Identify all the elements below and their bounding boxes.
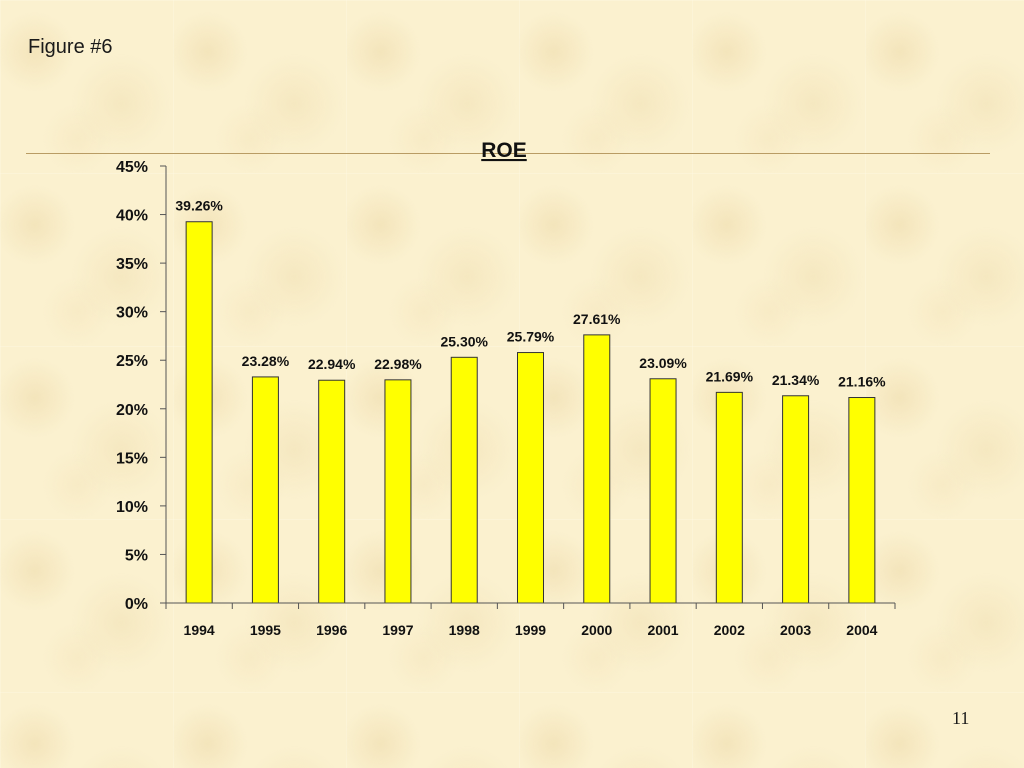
data-label-2001: 23.09% bbox=[639, 355, 687, 371]
x-tick-label-2002: 2002 bbox=[714, 622, 745, 638]
y-tick-label: 0% bbox=[125, 596, 148, 613]
y-tick-label: 35% bbox=[116, 256, 148, 273]
x-tick-label-1999: 1999 bbox=[515, 622, 546, 638]
x-tick-label-1995: 1995 bbox=[250, 622, 281, 638]
bar-1996 bbox=[318, 379, 346, 604]
data-label-2002: 21.69% bbox=[706, 368, 754, 384]
page-number: 11 bbox=[952, 708, 970, 728]
data-label-2000: 27.61% bbox=[573, 311, 621, 327]
x-tick-label-2000: 2000 bbox=[581, 622, 612, 638]
y-tick-label: 30% bbox=[116, 305, 148, 322]
figure-label: Figure #6 bbox=[28, 36, 113, 58]
bar-2003 bbox=[782, 395, 810, 604]
bar-1994 bbox=[185, 221, 213, 604]
y-tick-label: 10% bbox=[116, 499, 148, 516]
y-axis-ticks: 0% 5% 10% 15% 20% 25% 30% 35% 40% 45% bbox=[116, 159, 166, 613]
data-label-2003: 21.34% bbox=[772, 372, 820, 388]
x-tick-label-2001: 2001 bbox=[647, 622, 678, 638]
bar-1998 bbox=[450, 356, 478, 604]
chart-title: ROE bbox=[481, 139, 527, 162]
data-label-1997: 22.98% bbox=[374, 356, 422, 372]
bar-2004 bbox=[848, 397, 876, 604]
x-tick-label-2004: 2004 bbox=[846, 622, 877, 638]
y-tick-label: 20% bbox=[116, 402, 148, 419]
bar-2002 bbox=[715, 391, 743, 604]
bar-1997 bbox=[384, 379, 412, 604]
x-axis-ticks: 1994 1995 1996 1997 1998 1999 2000 2001 2002 2003… bbox=[165, 603, 896, 638]
title-divider bbox=[26, 153, 990, 154]
x-tick-label-1997: 1997 bbox=[382, 622, 413, 638]
data-label-1995: 23.28% bbox=[242, 353, 290, 369]
y-tick-label: 25% bbox=[116, 353, 148, 370]
x-tick-label-1994: 1994 bbox=[184, 622, 215, 638]
bar-2001 bbox=[649, 378, 677, 604]
x-tick-label-2003: 2003 bbox=[780, 622, 811, 638]
data-labels: 39.26% 23.28% 22.94% 22.98% 25.30% 25.79% 27.6… bbox=[175, 198, 886, 390]
y-tick-label: 45% bbox=[116, 159, 148, 176]
data-label-1999: 25.79% bbox=[507, 329, 555, 345]
x-tick-label-1998: 1998 bbox=[449, 622, 480, 638]
y-tick-label: 15% bbox=[116, 450, 148, 467]
data-label-1998: 25.30% bbox=[440, 333, 488, 349]
y-tick-label: 40% bbox=[116, 208, 148, 225]
data-label-2004: 21.16% bbox=[838, 374, 886, 390]
data-label-1994: 39.26% bbox=[175, 198, 223, 214]
y-tick-label: 5% bbox=[125, 547, 148, 564]
data-label-1996: 22.94% bbox=[308, 356, 356, 372]
bar-2000 bbox=[583, 334, 611, 604]
x-tick-label-1996: 1996 bbox=[316, 622, 347, 638]
bar-1999 bbox=[517, 352, 544, 604]
bar-1995 bbox=[251, 376, 279, 604]
bars bbox=[185, 221, 876, 604]
